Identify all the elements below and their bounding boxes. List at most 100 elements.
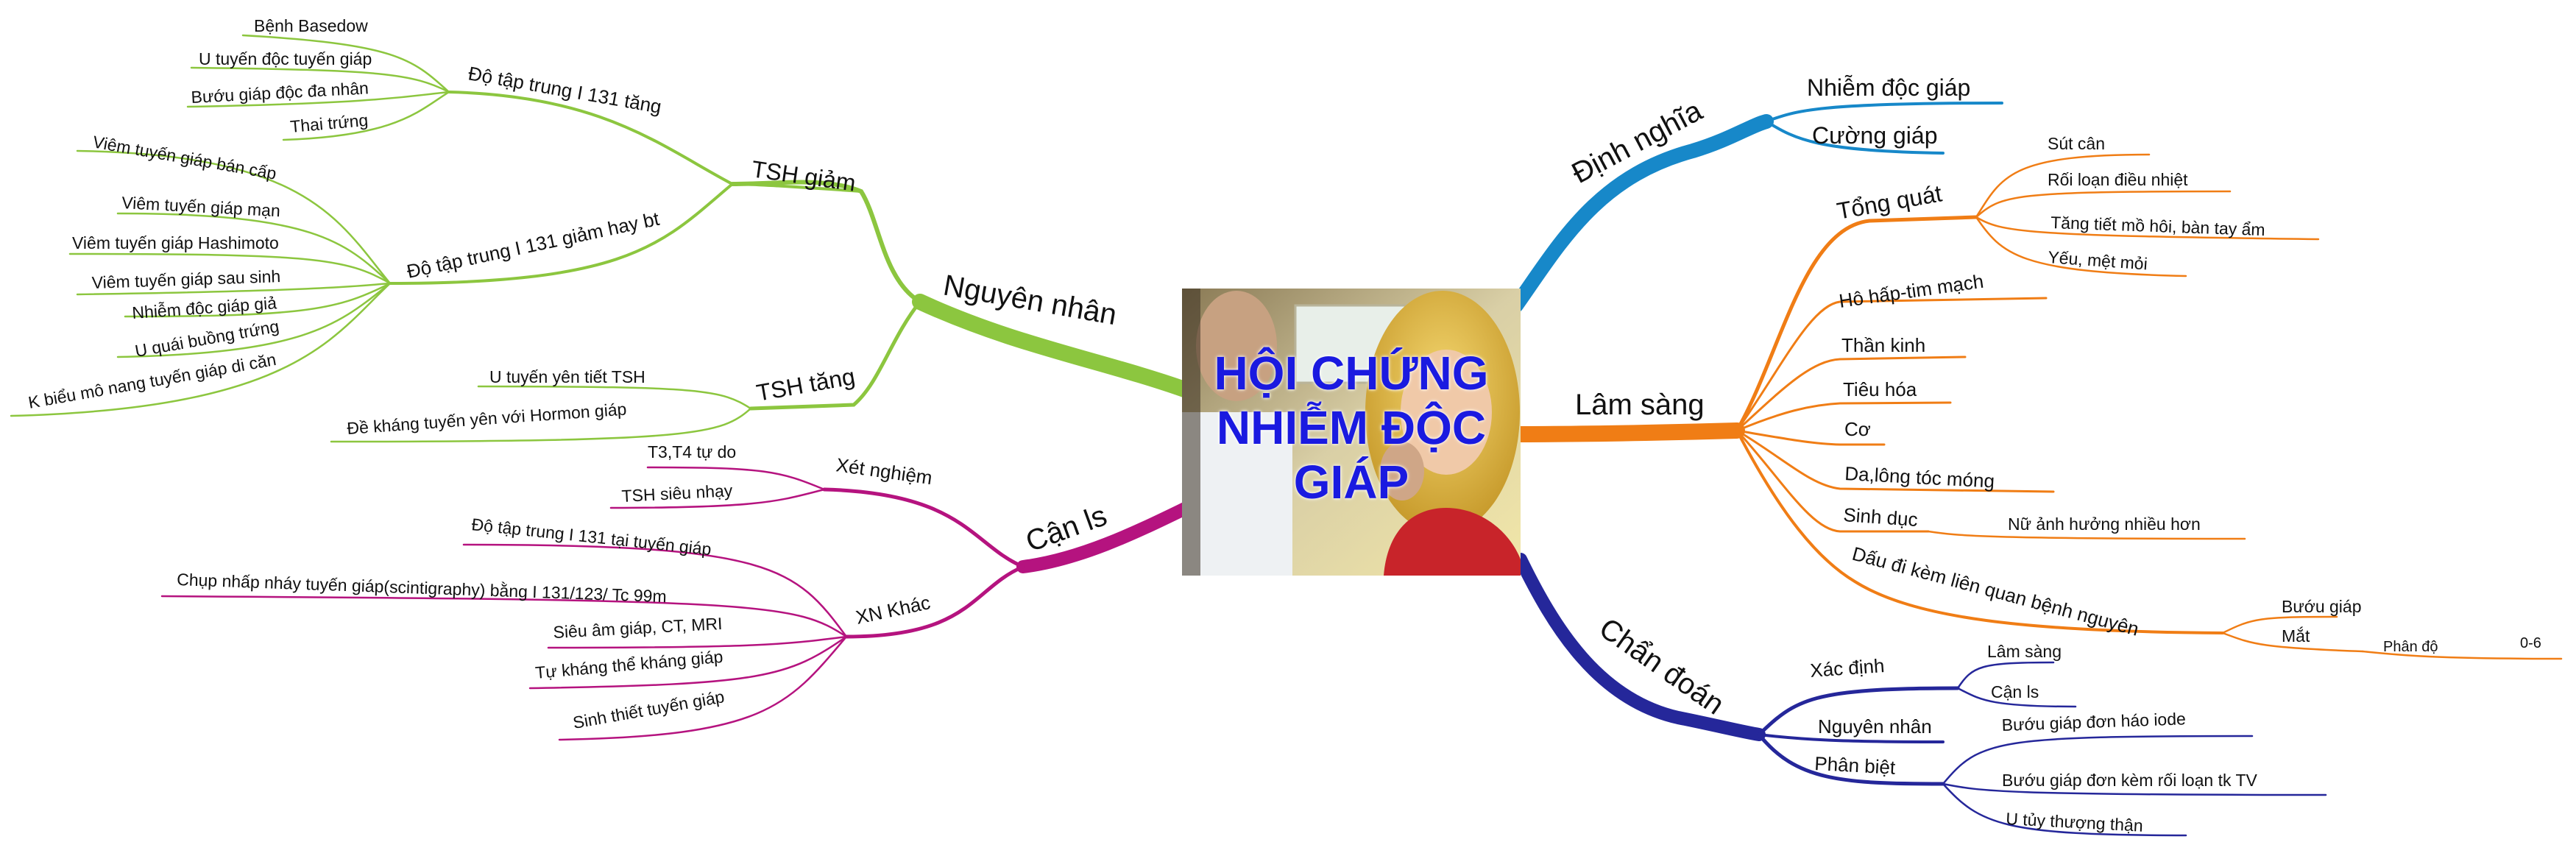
leaf-bg-hao-iode: Bướu giáp đơn háo iode xyxy=(2001,709,2186,735)
center-title-line-2: NHIỄM ĐỘC xyxy=(1216,401,1487,454)
branch-dinh-nghia xyxy=(1509,102,2003,313)
leaf-line-de-khang xyxy=(330,407,752,443)
leaf-line-tu-khang-the xyxy=(528,635,848,690)
label-xac-dinh: Xác định xyxy=(1809,654,1885,682)
leaf-line-basedow xyxy=(241,34,450,93)
connector-main-lam-sang xyxy=(1512,422,1745,442)
leaf-line-tang-tiet xyxy=(1975,216,2320,241)
leaf-line-u-quai xyxy=(116,282,392,358)
leaf-vtg-sau-sinh: Viêm tuyến giáp sau sinh xyxy=(91,266,280,292)
leaf-line-nhiem-doc-giap xyxy=(1765,102,2003,123)
leaf-line-mat xyxy=(2221,632,2364,653)
center-image-patient-dress xyxy=(1384,508,1521,576)
leaf-k-bieu-mo: K biểu mô nang tuyến giáp di căn xyxy=(26,350,277,412)
leaf-line-nhiem-doc-gia xyxy=(124,282,392,318)
label-da: Da,lông tóc móng xyxy=(1844,462,1995,492)
line-nguyen-nhan-cd xyxy=(1758,733,1945,743)
leaf-line-bg-hao-iode xyxy=(1942,735,2254,785)
leaf-lam-sang-cd: Lâm sàng xyxy=(1987,642,2062,661)
leaf-mat: Mắt xyxy=(2282,626,2310,645)
leaf-vtg-ban-cap: Viêm tuyến giáp bán cấp xyxy=(91,132,277,183)
leaf-line-sieu-am xyxy=(547,635,848,649)
leaf-sinh-thiet: Sinh thiết tuyến giáp xyxy=(571,687,726,732)
label-chan-doan: Chẩn đoán xyxy=(1593,612,1730,721)
connector-main-dinh-nghia xyxy=(1509,114,1774,313)
leaf-cuong-giap: Cường giáp xyxy=(1812,122,1938,149)
center-title: HỘI CHỨNG NHIỄM ĐỘC GIÁP xyxy=(1182,346,1521,509)
line-sinh-duc xyxy=(1735,429,1930,533)
leaf-yeu-met: Yếu, mệt mỏi xyxy=(2048,247,2148,273)
branch-lam-sang xyxy=(1512,153,2563,660)
leaf-line-roi-loan xyxy=(1975,190,2232,219)
connector-xet-nghiem xyxy=(822,487,1025,569)
leaf-u-tuyen-yen: U tuyến yên tiết TSH xyxy=(489,367,645,386)
label-lam-sang: Lâm sàng xyxy=(1575,389,1705,421)
label-xn-khac: XN Khác xyxy=(854,591,933,629)
leaf-line-u-tuyen-yen xyxy=(477,385,752,410)
leaf-roi-loan: Rối loạn điều nhiệt xyxy=(2048,170,2188,189)
leaf-buou-giap: Bướu giáp xyxy=(2282,597,2362,616)
connector-xn-khac xyxy=(844,565,1025,639)
leaf-line-can-ls-cd xyxy=(1956,687,2077,708)
leaf-line-k-bieu-mo xyxy=(10,282,392,417)
leaf-line-vtg-sau-sinh xyxy=(76,282,392,296)
leaf-vtg-hashimoto: Viêm tuyến giáp Hashimoto xyxy=(72,233,279,252)
leaf-line-phan-do xyxy=(2361,650,2563,660)
branch-nguyen-nhan xyxy=(10,34,1195,443)
leaf-phan-do-value: 0-6 xyxy=(2520,635,2541,651)
leaf-line-vtg-ban-cap xyxy=(76,149,392,285)
center-title-line-1: HỘI CHỨNG xyxy=(1214,347,1489,400)
label-tsh-tang: TSH tăng xyxy=(754,363,857,406)
leaf-tsh-sieu-nhay: TSH siêu nhạy xyxy=(621,481,734,506)
leaf-line-thai-trung xyxy=(282,91,450,141)
leaf-de-khang: Đề kháng tuyến yên với Hormon giáp xyxy=(347,399,628,437)
leaf-line-tsh-sieu-nhay xyxy=(609,488,826,509)
label-nguyen-nhan-cd: Nguyên nhân xyxy=(1818,715,1932,737)
underline-tsh-giam xyxy=(731,183,863,193)
label-dau-di-kem: Dấu đi kèm liên quan bệnh nguyên xyxy=(1850,542,2141,640)
leaf-line-vtg-man xyxy=(116,212,392,285)
leaf-can-ls-cd: Cận ls xyxy=(1991,682,2039,701)
connector-main-can-ls xyxy=(1016,501,1193,573)
leaf-line-sut-can xyxy=(1975,153,2151,219)
line-da xyxy=(1735,429,2055,493)
label-do-tap-trung-giam: Độ tập trung I 131 giảm hay bt xyxy=(405,208,662,283)
leaf-nhiem-doc-gia: Nhiễm độc giáp giả xyxy=(132,293,277,322)
label-do-tap-trung-tang: Độ tập trung I 131 tăng xyxy=(467,62,663,118)
leaf-u-tuyen-doc: U tuyến độc tuyến giáp xyxy=(199,49,372,68)
leaf-tu-khang-the: Tự kháng thể kháng giáp xyxy=(534,647,723,682)
center-image-patient-face xyxy=(1401,350,1492,475)
connector-do-tap-trung-tang xyxy=(447,91,734,185)
leaf-line-bg-kem-roi-loan xyxy=(1942,782,2327,796)
connector-main-chan-doan xyxy=(1514,553,1766,741)
leaf-line-chup-nhap-nhay xyxy=(160,595,848,638)
label-phan-biet: Phân biệt xyxy=(1814,752,1897,779)
connector-dau-di-kem xyxy=(1735,429,2224,634)
line-ho-hap xyxy=(1735,297,2048,432)
leaf-line-lam-sang-cd xyxy=(1956,661,2055,690)
leaf-line-buou-giap xyxy=(2221,615,2338,634)
branch-can-ls xyxy=(160,466,1193,741)
center-image xyxy=(1182,289,1521,576)
leaf-sut-can: Sút cân xyxy=(2048,134,2105,153)
line-than-kinh xyxy=(1735,356,1967,432)
leaf-line-u-tuy xyxy=(1942,782,2187,837)
connector-tsh-giam xyxy=(730,180,922,304)
leaf-line-vtg-hashimoto xyxy=(68,252,392,285)
leaf-chup-nhap-nhay: Chụp nhấp nháy tuyến giáp(scintigraphy) … xyxy=(177,570,667,606)
center-image-dark-left xyxy=(1182,289,1200,576)
leaf-line-t3t4 xyxy=(646,466,826,491)
leaf-nhiem-doc-giap: Nhiễm độc giáp xyxy=(1807,74,1970,101)
branch-chan-doan xyxy=(1514,553,2327,837)
leaf-u-tuy: U tủy thượng thận xyxy=(2006,809,2144,835)
label-ho-hap: Hô hấp-tim mạch xyxy=(1838,270,1985,312)
leaf-t3t4: T3,T4 tự do xyxy=(648,442,736,461)
leaf-phan-do: Phân độ xyxy=(2383,639,2438,655)
leaf-tang-tiet: Tăng tiết mồ hôi, bàn tay ẩm xyxy=(2050,213,2265,239)
connector-tsh-tang xyxy=(749,300,922,411)
center-image-doctor-head xyxy=(1196,291,1277,401)
center-title-line-3: GIÁP xyxy=(1293,456,1409,509)
leaf-nu-anh-huong: Nữ ảnh hưởng nhiều hơn xyxy=(2008,514,2201,534)
center-image-doctor-hand xyxy=(1380,442,1424,500)
